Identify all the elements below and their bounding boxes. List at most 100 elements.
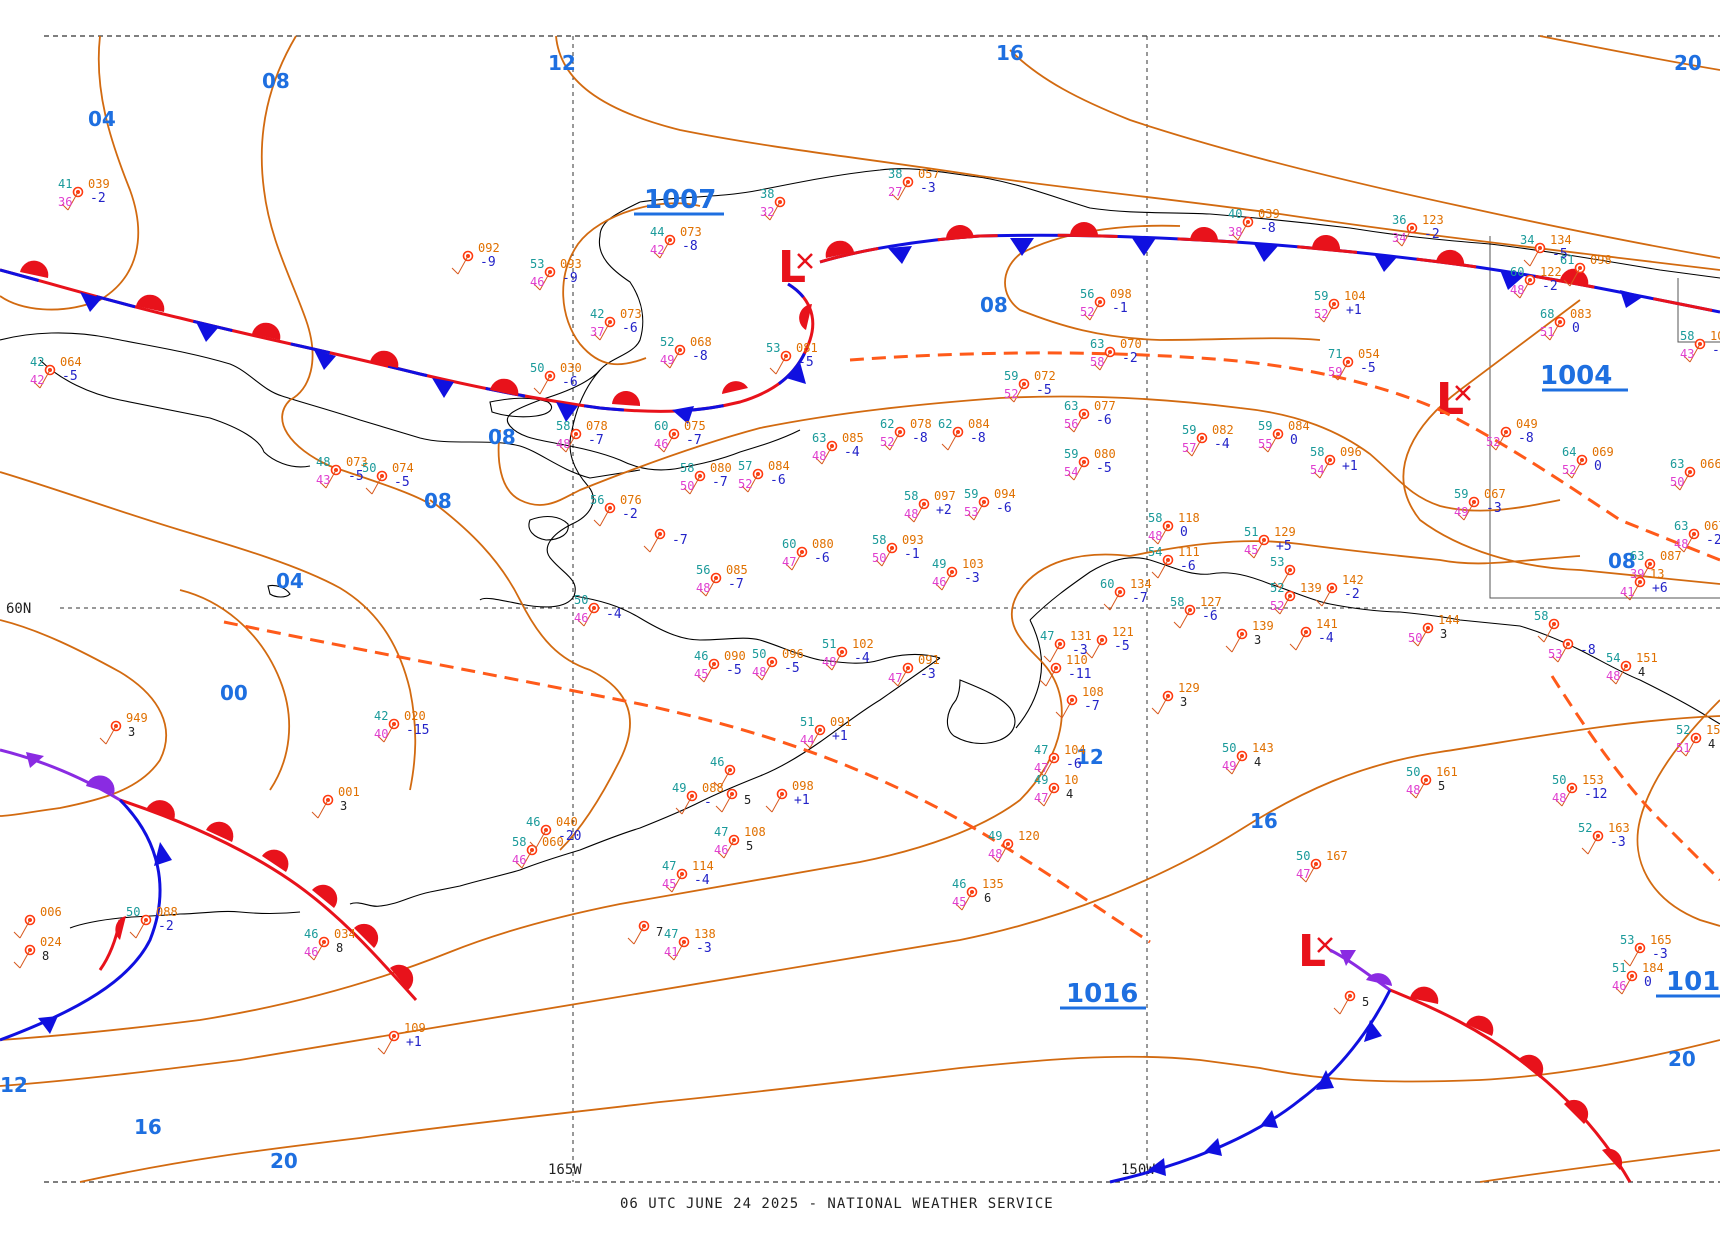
station-pressure-p: 080 xyxy=(1094,447,1116,461)
wind-barb-icon xyxy=(1289,631,1307,651)
station-temp-t: 34 xyxy=(1520,233,1534,247)
station-temp-t: 50 xyxy=(1296,849,1310,863)
station-dewpoint-d: 48 xyxy=(904,507,918,521)
station-temp-t: 63 xyxy=(1090,337,1104,351)
station-tendency-tend: -6 xyxy=(1180,559,1196,574)
station-temp-t: 59 xyxy=(1064,447,1078,461)
station-dewpoint-d: 49 xyxy=(660,353,674,367)
station-temp-t: 58 xyxy=(1680,329,1694,343)
station-pressure-p: 073 xyxy=(620,307,642,321)
station-dewpoint-d: 45 xyxy=(662,877,676,891)
station-tendency-tend: -4 xyxy=(694,873,710,888)
occluded-front-west xyxy=(0,268,815,413)
wind-barb-icon xyxy=(377,1035,395,1055)
station-plot: 42 37 073-6 xyxy=(590,307,642,341)
station-dewpoint-d: 46 xyxy=(574,611,588,625)
wind-barb-icon xyxy=(1225,633,1243,653)
wind-barb-icon xyxy=(593,321,611,341)
wind-barb-icon xyxy=(697,663,715,683)
wind-barb-icon xyxy=(1037,757,1055,777)
wind-barb-icon xyxy=(907,503,925,523)
station-dewpoint-d: 34 xyxy=(1392,231,1406,245)
station-pressure-p: 129 xyxy=(1178,681,1200,695)
station-temp-t: 52 xyxy=(1676,723,1690,737)
station-pressure-p: 123 xyxy=(1422,213,1444,227)
station-plot: 63 58 070-2 xyxy=(1090,337,1142,371)
wind-barb-icon xyxy=(715,793,733,813)
station-temp-t: 59 xyxy=(1454,487,1468,501)
station-dewpoint-d: 44 xyxy=(800,733,814,747)
station-dewpoint-d: 48 xyxy=(1552,791,1566,805)
wind-barb-icon xyxy=(665,873,683,893)
station-pressure-p: 081 xyxy=(796,341,818,355)
station-pressure-p: 093 xyxy=(902,533,924,547)
station-plot: 40 38 039-8 xyxy=(1228,207,1280,241)
station-pressure-p: 024 xyxy=(40,935,62,949)
wind-barb-icon xyxy=(1513,279,1531,299)
station-tendency-tend: +1 xyxy=(406,1035,422,1050)
station-temp-t: 58 xyxy=(1170,595,1184,609)
station-dewpoint-d: 45 xyxy=(952,895,966,909)
wind-barb-icon xyxy=(1299,863,1317,883)
station-dewpoint-d: 46 xyxy=(530,275,544,289)
station-tendency-tend: -20 xyxy=(558,829,581,844)
station-tendency-tend: 0 xyxy=(1644,975,1652,990)
station-tendency-tend: -8 xyxy=(970,431,986,446)
station-temp-t: 52 xyxy=(660,335,674,349)
warm-segment-se xyxy=(1389,988,1632,1183)
station-pressure-p: 034 xyxy=(334,927,356,941)
station-temp-t: 42 xyxy=(374,709,388,723)
station-plot: 63 48 067-2 xyxy=(1674,519,1720,553)
station-pressure-p: 949 xyxy=(126,711,148,725)
station-pressure-p: 13 xyxy=(1650,567,1664,581)
wind-barb-icon xyxy=(1623,581,1641,601)
wind-barb-icon xyxy=(1261,433,1279,453)
wind-barb-icon xyxy=(1151,559,1169,579)
station-tendency-tend: -6 xyxy=(562,375,578,390)
station-temp-t: 50 xyxy=(530,361,544,375)
station-tendency-tend: -7 xyxy=(686,433,702,448)
station-tendency-tend: -3 xyxy=(1652,947,1668,962)
station-temp-t: 56 xyxy=(696,563,710,577)
wind-barb-icon xyxy=(1333,995,1351,1015)
isobar-1008-ring xyxy=(562,202,701,366)
station-dewpoint-d: 52 xyxy=(1004,387,1018,401)
isobar-label: 08 xyxy=(1608,549,1636,573)
station-dewpoint-d: 48 xyxy=(696,581,710,595)
station-temp-t: 58 xyxy=(1310,445,1324,459)
coast-kodiak xyxy=(946,679,1016,745)
station-tendency-tend: -1 xyxy=(1112,301,1128,316)
station-tendency-tend: -1 xyxy=(904,547,920,562)
wind-barb-icon xyxy=(377,723,395,743)
station-dewpoint-d: 50 xyxy=(1670,475,1684,489)
isobar-1004-mid xyxy=(179,589,291,791)
station-tendency-tend: -9 xyxy=(480,255,496,270)
station-temp-t: 50 xyxy=(1552,773,1566,787)
station-plot: 60 47 080-6 xyxy=(782,537,834,571)
station-temp-t: 50 xyxy=(1406,765,1420,779)
cold-front-symbols xyxy=(888,238,1644,308)
station-pressure-p: 096 xyxy=(782,647,804,661)
station-temp-t: 61 xyxy=(1560,253,1574,267)
station-temp-t: 59 xyxy=(964,487,978,501)
station-pressure-p: 020 xyxy=(404,709,426,723)
station-temp-t: 53 xyxy=(530,257,544,271)
cold-front-symbols xyxy=(80,292,806,424)
wind-barb-icon xyxy=(1317,303,1335,323)
station-pressure-p: 072 xyxy=(1034,369,1056,383)
station-temp-t: 41 xyxy=(58,177,72,191)
wind-barb-icon xyxy=(663,349,681,369)
stationary-front-north xyxy=(819,233,1720,314)
station-plot: 63 56 077-6 xyxy=(1064,399,1116,433)
low-pressure-marker: L xyxy=(778,242,813,293)
station-temp-t: 71 xyxy=(1328,347,1342,361)
station-pressure-p: 080 xyxy=(812,537,834,551)
wind-barb-icon xyxy=(1273,569,1291,589)
station-temp-t: 50 xyxy=(574,593,588,607)
station-temp-t: 59 xyxy=(1182,423,1196,437)
isobar-1004-left xyxy=(0,35,140,311)
station-pressure-p: 080 xyxy=(710,461,732,475)
